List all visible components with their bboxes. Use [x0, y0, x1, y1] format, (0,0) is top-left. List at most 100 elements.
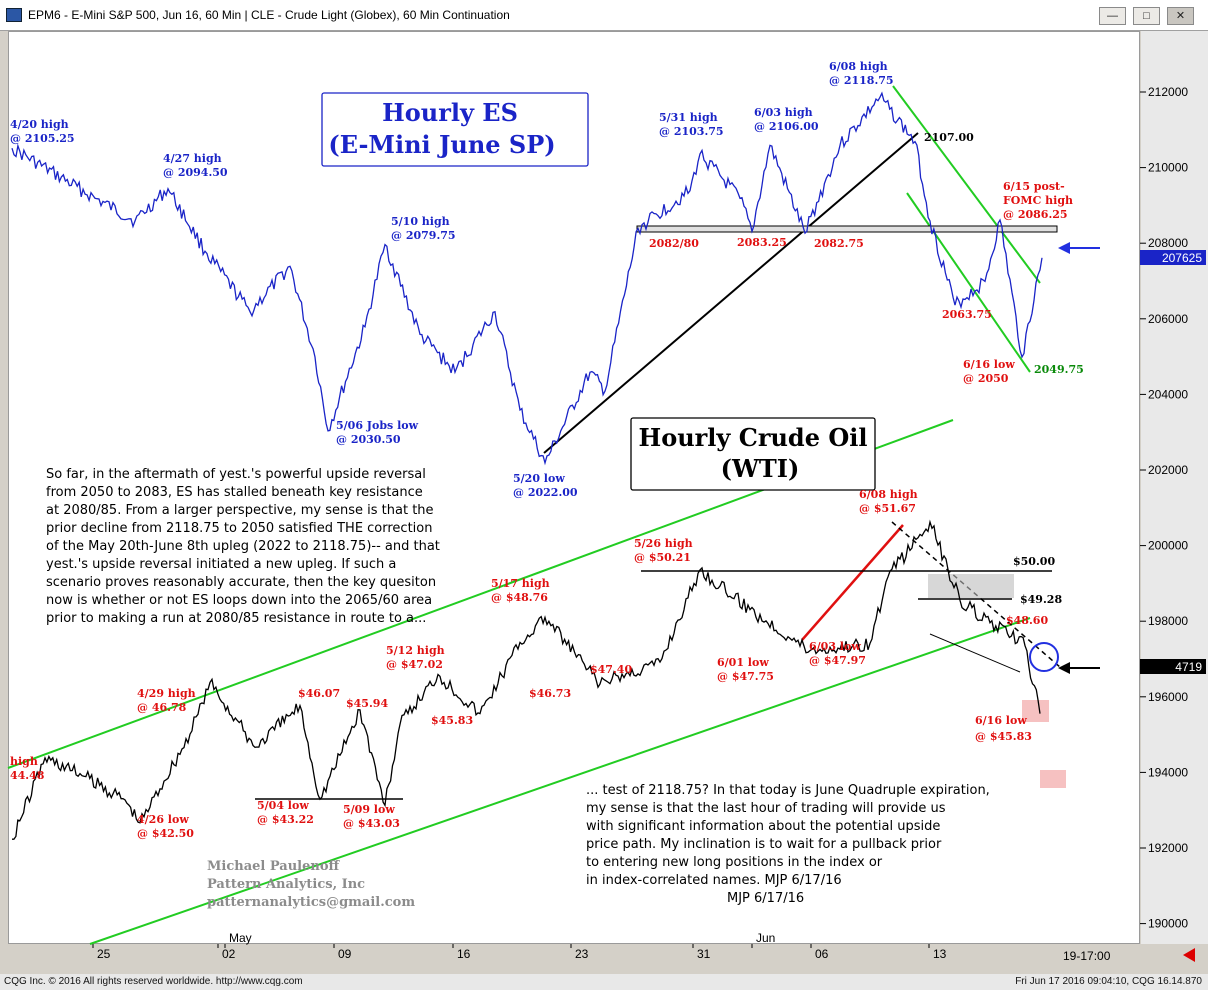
commentary-line: with significant information about the p…: [586, 819, 940, 834]
es-title-line2: (E-Mini June SP): [328, 130, 555, 159]
copyright-text: CQG Inc. © 2016 All rights reserved worl…: [4, 976, 303, 987]
oil-label: @ $47.75: [717, 670, 774, 683]
oil-annotations: high 44.48 4/29 high @ 46.78 4/26 low @ …: [10, 488, 1062, 840]
minimize-button[interactable]: —: [1099, 7, 1126, 25]
es-label: 4/20 high: [10, 118, 69, 131]
oil-label: 6/08 high: [859, 488, 918, 501]
oil-label: high: [10, 755, 38, 768]
oil-label: 5/12 high: [386, 644, 445, 657]
es-label: 5/31 high: [659, 111, 718, 124]
oil-label: 4/29 high: [137, 687, 196, 700]
oil-title-line1: Hourly Crude Oil: [639, 423, 868, 452]
oil-shaded-zone-2: [1022, 700, 1049, 722]
es-label: 2063.75: [942, 308, 992, 321]
oil-label: @ 46.78: [137, 701, 187, 714]
es-label: @ 2106.00: [754, 120, 819, 133]
es-label: 6/08 high: [829, 60, 888, 73]
price-tick-label: 208000: [1148, 236, 1188, 250]
oil-target-circle: [1029, 642, 1059, 672]
commentary-line: ... test of 2118.75? In that today is Ju…: [586, 783, 990, 798]
es-arrow-icon: [1058, 242, 1070, 254]
oil-arrow-icon: [1058, 662, 1070, 674]
es-label: @ 2103.75: [659, 125, 724, 138]
time-tick-label: 31: [697, 947, 711, 961]
oil-label: 5/17 high: [491, 577, 550, 590]
oil-shaded-zone-3: [1040, 770, 1066, 788]
arrow-icons: [1058, 242, 1195, 962]
commentary-line: at 2080/85. From a larger perspective, m…: [46, 503, 434, 518]
es-label: 5/06 Jobs low: [336, 419, 419, 432]
signature: MJP 6/17/16: [727, 891, 804, 906]
price-tags: 207625 4719: [1140, 250, 1206, 674]
time-tick-label: 06: [815, 947, 829, 961]
window-title: EPM6 - E-Mini S&P 500, Jun 16, 60 Min | …: [28, 8, 510, 22]
es-label: @ 2022.00: [513, 486, 578, 499]
oil-label: @ $51.67: [859, 502, 916, 515]
es-label: 5/10 high: [391, 215, 450, 228]
commentary-line: scenario proves reasonably accurate, the…: [46, 575, 436, 590]
commentary-line: price path. My inclination is to wait fo…: [586, 837, 942, 852]
price-tick-label: 200000: [1148, 539, 1188, 553]
es-resistance-zone: [636, 225, 1058, 233]
price-axis: 212000 210000 208000 206000 204000 202000 2000…: [1140, 85, 1188, 931]
oil-channel-lower: [89, 617, 1031, 945]
commentary-line: from 2050 to 2083, ES has stalled beneat…: [46, 485, 423, 500]
es-label: 6/16 low: [963, 358, 1015, 371]
commentary-line: prior to making a run at 2080/85 resista…: [46, 611, 426, 626]
time-tick-label: 25: [97, 947, 111, 961]
time-tick-label: 23: [575, 947, 589, 961]
es-label: 2107.00: [924, 131, 974, 144]
es-label: 5/20 low: [513, 472, 565, 485]
time-tick-label: 09: [338, 947, 352, 961]
oil-label: 44.48: [10, 769, 45, 782]
oil-label: @ $47.97: [809, 654, 866, 667]
price-tick-label: 202000: [1148, 463, 1188, 477]
oil-label: @ $45.83: [975, 730, 1032, 743]
close-button[interactable]: ✕: [1167, 7, 1194, 25]
timestamp-text: Fri Jun 17 2016 09:04:10, CQG 16.14.870: [1015, 976, 1202, 987]
oil-label: @ $47.02: [386, 658, 443, 671]
maximize-button[interactable]: □: [1133, 7, 1160, 25]
es-uptrend-line: [543, 132, 919, 454]
price-tick-label: 196000: [1148, 690, 1188, 704]
oil-label: $47.40: [590, 663, 632, 676]
commentary-line: yest.'s upside reversal initiated a new …: [46, 557, 396, 572]
oil-label: $46.73: [529, 687, 571, 700]
oil-label: 6/01 low: [717, 656, 769, 669]
status-footer: CQG Inc. © 2016 All rights reserved worl…: [0, 974, 1208, 990]
commentary-line: So far, in the aftermath of yest.'s powe…: [46, 467, 426, 482]
price-axis-panel[interactable]: [1141, 31, 1208, 944]
chart-plot-area[interactable]: [8, 31, 1140, 944]
oil-label: $45.83: [431, 714, 473, 727]
es-label: @ 2094.50: [163, 166, 228, 179]
app-icon: [6, 8, 22, 22]
oil-label: 4/26 low: [137, 813, 189, 826]
oil-price-line: [12, 519, 1041, 840]
commentary-left: So far, in the aftermath of yest.'s powe…: [46, 467, 440, 626]
es-label: 2082/80: [649, 237, 699, 250]
es-label: @ 2079.75: [391, 229, 456, 242]
scroll-right-icon: [1183, 948, 1195, 962]
es-title-box: Hourly ES (E-Mini June SP): [321, 92, 589, 167]
price-tick-label: 194000: [1148, 765, 1188, 779]
oil-uptrend-red: [801, 524, 904, 641]
es-last-price: 207625: [1162, 251, 1202, 265]
oil-label: 5/04 low: [257, 799, 309, 812]
time-axis-end-label: 19-17:00: [1063, 949, 1111, 963]
es-label: @ 2030.50: [336, 433, 401, 446]
time-tick-label: Jun: [756, 931, 775, 945]
oil-label: @ $50.21: [634, 551, 691, 564]
oil-label: @ $43.22: [257, 813, 314, 826]
time-axis: 25 May 02 09 16 23 Jun 31 06 13: [92, 931, 947, 961]
oil-title-line2: (WTI): [721, 454, 800, 483]
watermark: Michael Paulenoff Pattern Analytics, Inc…: [207, 859, 415, 910]
es-label: @ 2118.75: [829, 74, 894, 87]
es-label: @ 2105.25: [10, 132, 75, 145]
window-titlebar: EPM6 - E-Mini S&P 500, Jun 16, 60 Min | …: [0, 0, 1208, 31]
es-label: FOMC high: [1003, 194, 1073, 207]
price-tick-label: 192000: [1148, 841, 1188, 855]
price-tick-label: 198000: [1148, 614, 1188, 628]
price-tick-label: 190000: [1148, 917, 1188, 931]
price-tick-label: 206000: [1148, 312, 1188, 326]
es-title-line1: Hourly ES: [382, 98, 518, 127]
